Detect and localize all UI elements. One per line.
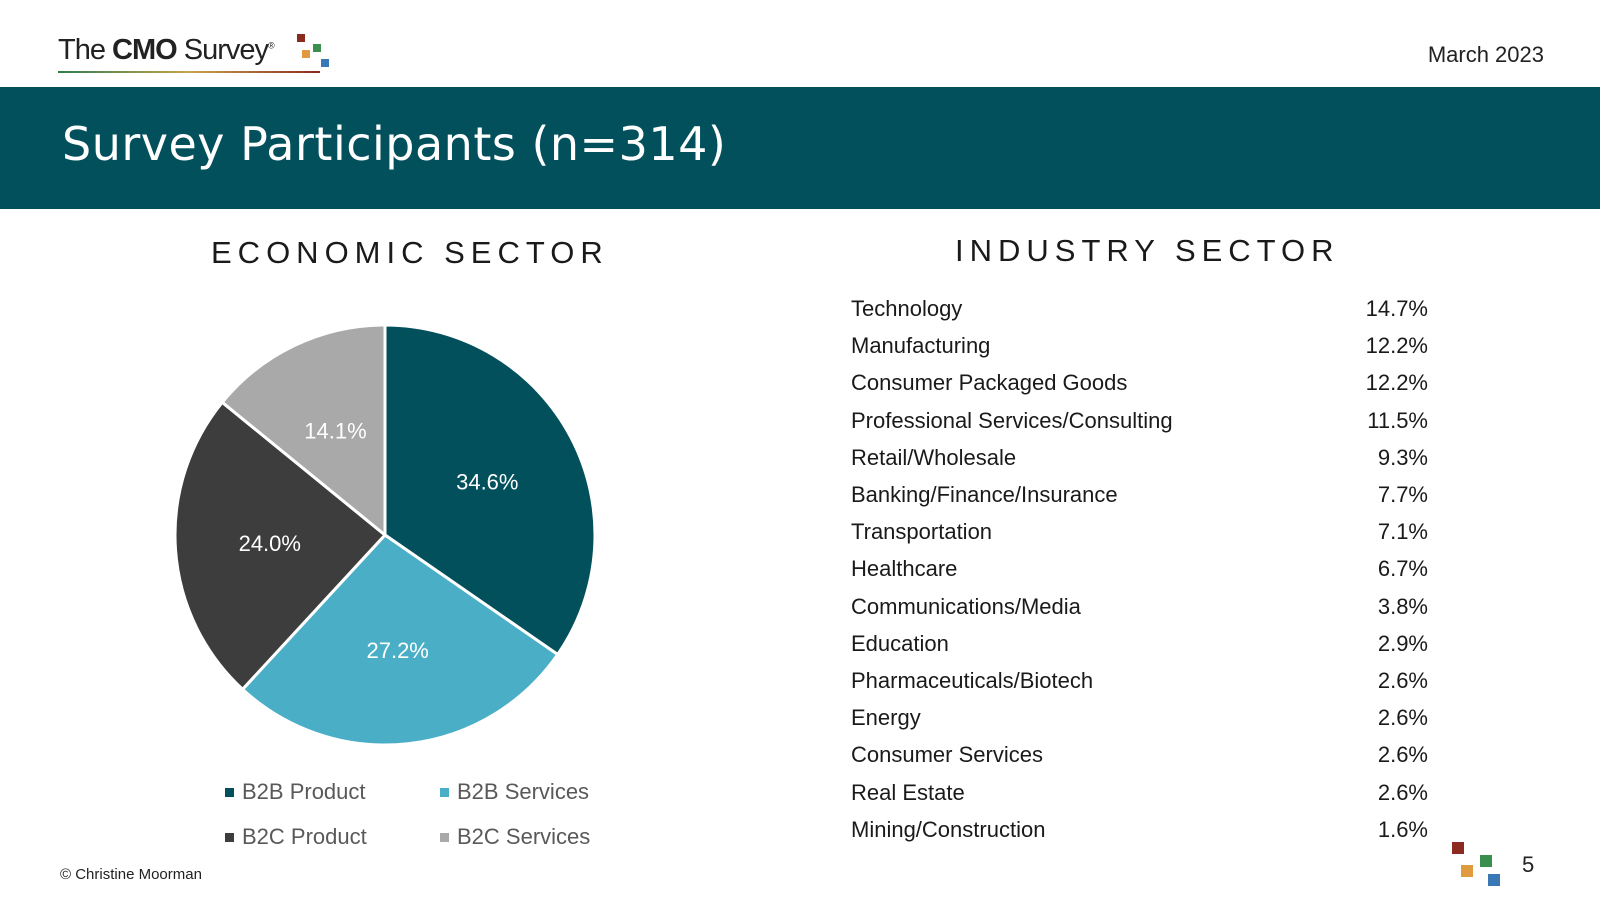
title-banner: Survey Participants (n=314) xyxy=(0,87,1600,209)
industry-row-name: Banking/Finance/Insurance xyxy=(851,482,1118,507)
page-title: Survey Participants (n=314) xyxy=(62,117,727,171)
economic-sector-title: ECONOMIC SECTOR xyxy=(211,235,609,270)
industry-row-name: Pharmaceuticals/Biotech xyxy=(851,668,1094,693)
legend-swatch xyxy=(440,787,449,797)
industry-row-name: Manufacturing xyxy=(851,333,991,359)
corner-square-orange xyxy=(1461,865,1473,877)
industry-row-value: 9.3% xyxy=(1377,444,1428,470)
legend-item-b2b-services: B2B Services xyxy=(440,779,589,805)
legend-label: B2C Services xyxy=(457,824,591,849)
industry-sector-title: INDUSTRY SECTOR xyxy=(955,233,1340,268)
logo-square-orange xyxy=(302,50,310,58)
corner-square-green xyxy=(1480,855,1492,867)
copyright-notice: © Christine Moorman xyxy=(60,866,202,883)
industry-row-name: Retail/Wholesale xyxy=(851,444,1017,470)
industry-row-value: 7.7% xyxy=(1377,482,1428,507)
industry-row-value: 2.6% xyxy=(1377,705,1428,731)
corner-square-red xyxy=(1452,842,1464,854)
logo-wordmark: The CMO Survey® xyxy=(58,34,275,66)
industry-row-name: Technology xyxy=(851,296,963,321)
industry-row-value: 2.6% xyxy=(1377,742,1428,768)
industry-row-value: 7.1% xyxy=(1377,519,1428,545)
industry-row-value: 12.2% xyxy=(1365,333,1428,359)
industry-row-name: Communications/Media xyxy=(851,593,1081,619)
report-date: March 2023 xyxy=(1427,42,1544,67)
industry-row-value: 1.6% xyxy=(1377,816,1428,842)
legend-swatch xyxy=(440,832,449,842)
industry-row-value: 14.7% xyxy=(1365,296,1428,321)
pie-slice-b2c-services xyxy=(220,323,387,539)
industry-row-value: 12.2% xyxy=(1365,370,1428,396)
economic-sector-pie-chart: 34.6% 27.2% 24.0% 14.1% xyxy=(173,323,597,747)
corner-square-blue xyxy=(1488,874,1500,886)
pie-label-b2b-services: 27.2% xyxy=(366,638,428,663)
industry-row-name: Consumer Services xyxy=(851,742,1043,768)
industry-row-value: 6.7% xyxy=(1377,556,1428,582)
industry-row-name: Mining/Construction xyxy=(851,816,1046,842)
industry-row-value: 2.6% xyxy=(1377,779,1428,805)
industry-row-name: Healthcare xyxy=(851,556,958,582)
legend-label: B2B Product xyxy=(242,779,366,804)
pie-slice-b2c-product xyxy=(173,400,388,692)
page-number: 5 xyxy=(1522,852,1535,877)
legend-label: B2B Services xyxy=(457,779,590,804)
logo-square-blue xyxy=(321,59,329,67)
industry-row-name: Professional Services/Consulting xyxy=(851,407,1173,433)
industry-row-name: Real Estate xyxy=(851,779,965,805)
pie-slice-b2b-product xyxy=(383,323,597,657)
industry-row-value: 2.9% xyxy=(1377,630,1428,656)
legend-item-b2c-product: B2C Product xyxy=(225,824,367,850)
pie-label-b2c-services: 14.1% xyxy=(304,419,366,444)
logo-square-red xyxy=(297,34,305,42)
pie-label-b2b-product: 34.6% xyxy=(456,469,518,494)
industry-row-value: 2.6% xyxy=(1377,668,1428,693)
pie-slice-b2b-services xyxy=(240,533,560,747)
logo-square-green xyxy=(313,44,321,52)
legend-swatch xyxy=(225,832,234,842)
legend-item-b2b-product: B2B Product xyxy=(225,779,366,805)
industry-row-name: Energy xyxy=(851,705,921,731)
industry-row-name: Education xyxy=(851,630,949,656)
legend-item-b2c-services: B2C Services xyxy=(440,824,590,850)
pie-label-b2c-product: 24.0% xyxy=(239,531,301,556)
legend-label: B2C Product xyxy=(242,824,367,849)
industry-row-value: 3.8% xyxy=(1377,593,1428,619)
industry-row-value: 11.5% xyxy=(1367,407,1428,433)
industry-row-name: Consumer Packaged Goods xyxy=(851,370,1128,396)
logo-underline xyxy=(58,71,320,73)
industry-row-name: Transportation xyxy=(851,519,993,545)
legend-swatch xyxy=(225,787,234,797)
